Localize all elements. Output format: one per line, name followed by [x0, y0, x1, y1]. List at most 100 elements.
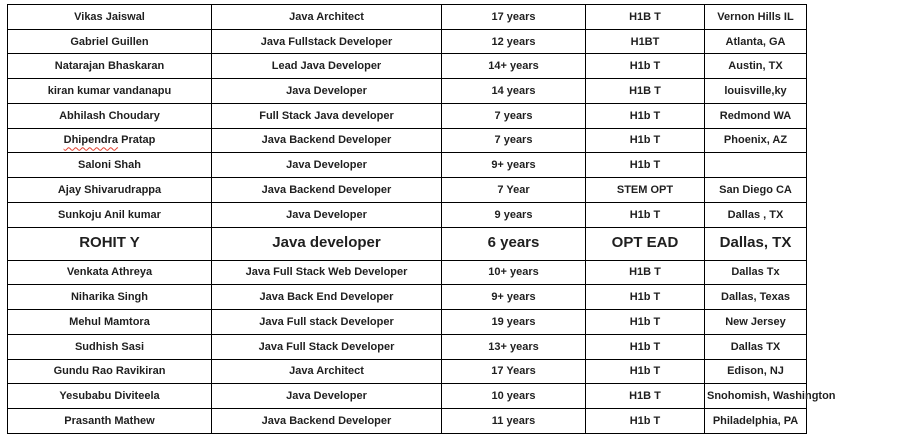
- cell-title: Full Stack Java developer: [211, 102, 442, 129]
- cell-title: Java Back End Developer: [211, 284, 442, 311]
- cell-title: Java Full stack Developer: [211, 309, 442, 335]
- cell-name: Venkata Athreya: [7, 259, 212, 286]
- cell-experience: 14+ years: [441, 53, 586, 80]
- table-row: Venkata Athreya Java Full Stack Web Devel…: [7, 259, 807, 286]
- cell-experience: 10+ years: [441, 259, 586, 286]
- cell-experience: 9+ years: [441, 284, 586, 311]
- cell-location: Dallas, TX: [704, 226, 807, 261]
- table-row: Vikas Jaiswal Java Architect 17 years H1B T…: [7, 4, 807, 30]
- cell-location: Vernon Hills IL: [704, 4, 807, 30]
- cell-visa: H1b T: [585, 152, 705, 179]
- cell-visa: OPT EAD: [585, 226, 705, 261]
- cell-title: Java Architect: [211, 4, 442, 30]
- table-row: Dhipendra Pratap Java Backend Developer 7 …: [7, 127, 807, 154]
- cell-location: Austin, TX: [704, 53, 807, 80]
- cell-title: Java Developer: [211, 383, 442, 410]
- cell-title: Lead Java Developer: [211, 53, 442, 80]
- table-row: Gabriel Guillen Java Fullstack Developer 1…: [7, 28, 807, 55]
- cell-experience: 7 years: [441, 127, 586, 154]
- cell-name: Mehul Mamtora: [7, 309, 212, 335]
- cell-title: Java Full Stack Developer: [211, 333, 442, 360]
- cell-location: San Diego CA: [704, 177, 807, 203]
- cell-location: [704, 152, 807, 179]
- cell-experience: 17 Years: [441, 358, 586, 385]
- misspelled-word: Dhipendra: [63, 134, 119, 147]
- cell-location: Snohomish, Washington: [704, 383, 836, 410]
- cell-visa: H1b T: [585, 333, 705, 360]
- cell-experience: 13+ years: [441, 333, 586, 360]
- table-row: Sudhish Sasi Java Full Stack Developer 13+…: [7, 333, 807, 360]
- cell-experience: 10 years: [441, 383, 586, 410]
- cell-visa: H1B T: [585, 383, 705, 410]
- cell-experience: 7 years: [441, 102, 586, 129]
- table-row: Ajay Shivarudrappa Java Backend Developer…: [7, 177, 807, 203]
- cell-title: Java developer: [211, 226, 442, 261]
- cell-title: Java Developer: [211, 201, 442, 228]
- cell-experience: 6 years: [441, 226, 586, 261]
- table-row: Mehul Mamtora Java Full stack Developer 19…: [7, 309, 807, 335]
- cell-experience: 17 years: [441, 4, 586, 30]
- cell-visa: H1B T: [585, 4, 705, 30]
- table-row: Gundu Rao Ravikiran Java Architect 17 Year…: [7, 358, 807, 385]
- cell-title: Java Developer: [211, 152, 442, 179]
- cell-experience: 14 years: [441, 78, 586, 104]
- cell-location: New Jersey: [704, 309, 807, 335]
- cell-name: Niharika Singh: [7, 284, 212, 311]
- cell-name: Yesubabu Diviteela: [7, 383, 212, 410]
- table-row: Abhilash Choudary Full Stack Java develop…: [7, 102, 807, 129]
- cell-experience: 12 years: [441, 28, 586, 55]
- cell-location: Dallas , TX: [704, 201, 807, 228]
- cell-visa: H1b T: [585, 309, 705, 335]
- cell-location: Dallas, Texas: [704, 284, 807, 311]
- table-row: kiran kumar vandanapu Java Developer 14 ye…: [7, 78, 807, 104]
- cell-title: Java Backend Developer: [211, 177, 442, 203]
- cell-location: louisville,ky: [704, 78, 807, 104]
- cell-location: Edison, NJ: [704, 358, 807, 385]
- cell-name: Vikas Jaiswal: [7, 4, 212, 30]
- cell-name: Ajay Shivarudrappa: [7, 177, 212, 203]
- cell-location: Dallas TX: [704, 333, 807, 360]
- cell-location: Redmond WA: [704, 102, 807, 129]
- cell-location: Atlanta, GA: [704, 28, 807, 55]
- table-row: Prasanth Mathew Java Backend Developer 11 …: [7, 408, 807, 434]
- cell-location: Philadelphia, PA: [704, 408, 807, 434]
- cell-name: Sudhish Sasi: [7, 333, 212, 360]
- cell-visa: H1b T: [585, 102, 705, 129]
- cell-name: Natarajan Bhaskaran: [7, 53, 212, 80]
- table-row: ROHIT Y Java developer 6 years OPT EAD Dalla…: [7, 226, 807, 261]
- cell-name: Abhilash Choudary: [7, 102, 212, 129]
- cell-visa: H1B T: [585, 78, 705, 104]
- cell-visa: H1b T: [585, 408, 705, 434]
- cell-experience: 7 Year: [441, 177, 586, 203]
- cell-visa: H1b T: [585, 358, 705, 385]
- cell-title: Java Developer: [211, 78, 442, 104]
- cell-visa: H1BT: [585, 28, 705, 55]
- cell-name: Dhipendra Pratap: [7, 127, 212, 154]
- cell-experience: 9 years: [441, 201, 586, 228]
- cell-name: Prasanth Mathew: [7, 408, 212, 434]
- table-row: Natarajan Bhaskaran Lead Java Developer 14…: [7, 53, 807, 80]
- candidates-table-body: Vikas Jaiswal Java Architect 17 years H1B T…: [7, 4, 836, 434]
- cell-name: Gabriel Guillen: [7, 28, 212, 55]
- cell-visa: H1b T: [585, 284, 705, 311]
- candidates-table: Vikas Jaiswal Java Architect 17 years H1B T…: [7, 4, 836, 434]
- cell-title: Java Backend Developer: [211, 127, 442, 154]
- cell-title: Java Backend Developer: [211, 408, 442, 434]
- cell-experience: 9+ years: [441, 152, 586, 179]
- cell-experience: 19 years: [441, 309, 586, 335]
- cell-name: ROHIT Y: [7, 226, 212, 261]
- cell-name: Saloni Shah: [7, 152, 212, 179]
- cell-visa: H1B T: [585, 259, 705, 286]
- cell-name: Gundu Rao Ravikiran: [7, 358, 212, 385]
- cell-name: Sunkoju Anil kumar: [7, 201, 212, 228]
- cell-visa: STEM OPT: [585, 177, 705, 203]
- cell-name: kiran kumar vandanapu: [7, 78, 212, 104]
- cell-visa: H1b T: [585, 53, 705, 80]
- cell-location: Phoenix, AZ: [704, 127, 807, 154]
- name-rest: Pratap: [118, 134, 156, 147]
- cell-title: Java Full Stack Web Developer: [211, 259, 442, 286]
- table-row: Saloni Shah Java Developer 9+ years H1b T: [7, 152, 807, 179]
- cell-title: Java Fullstack Developer: [211, 28, 442, 55]
- cell-location: Dallas Tx: [704, 259, 807, 286]
